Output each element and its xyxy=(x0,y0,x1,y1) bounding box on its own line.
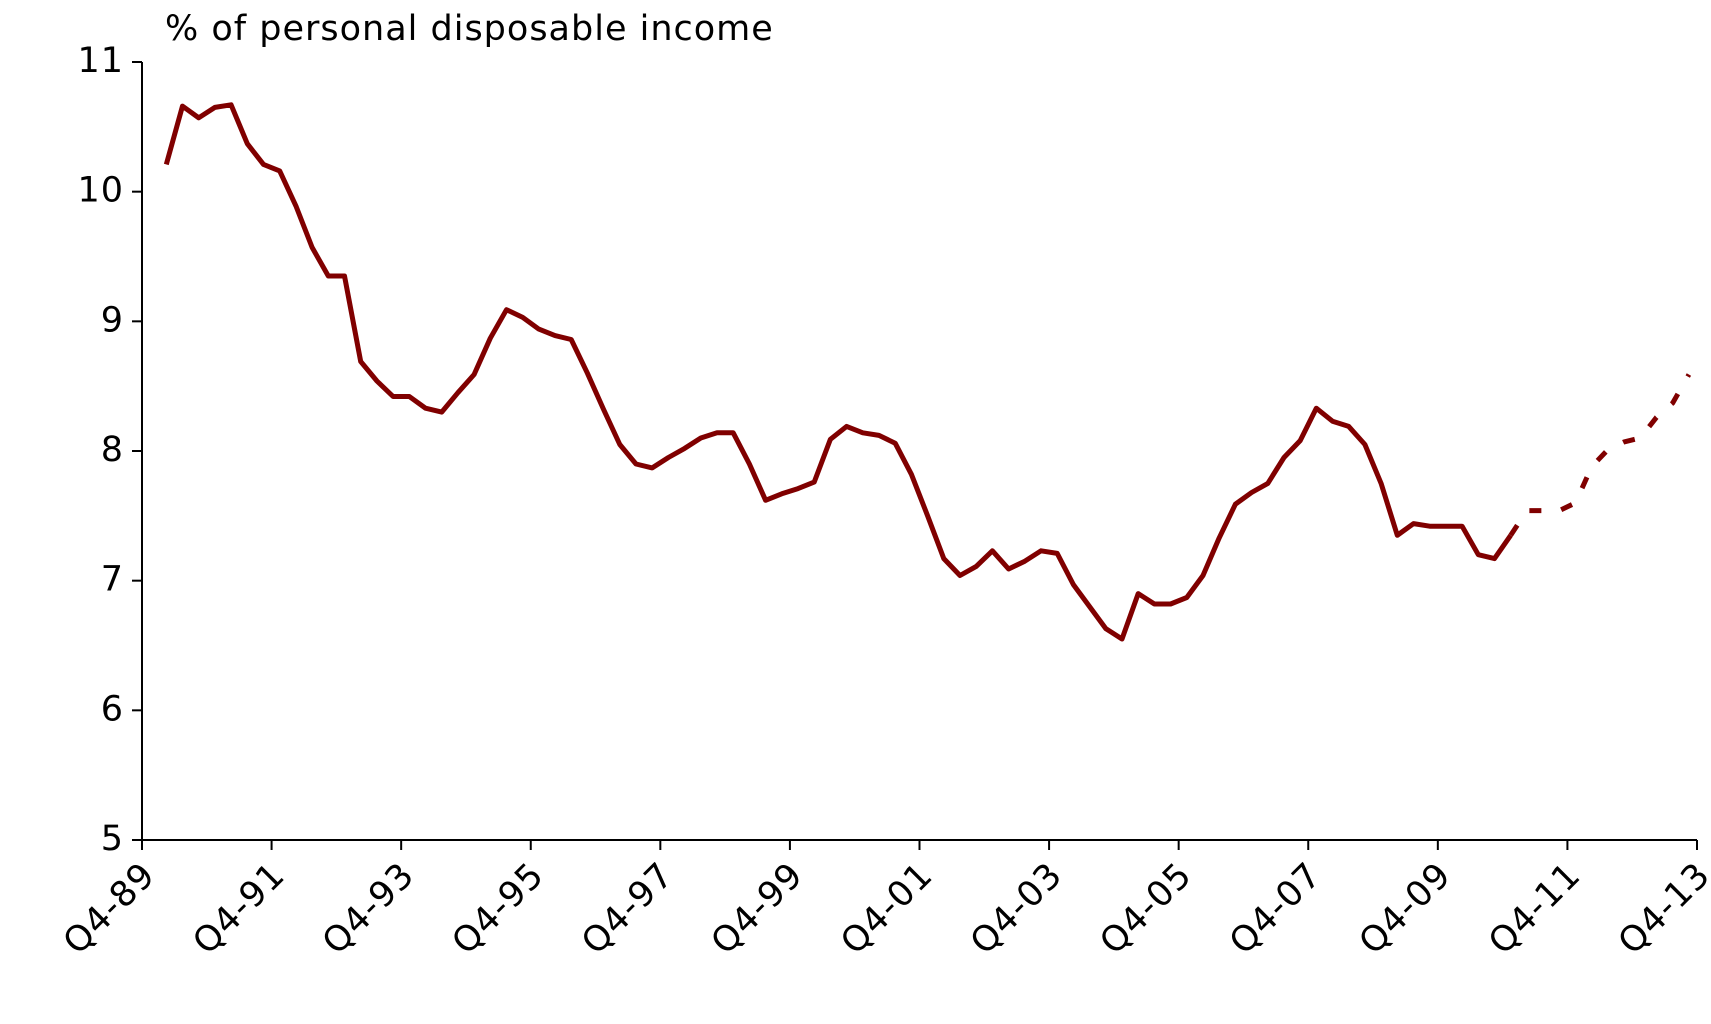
x-tick-label: Q4-07 xyxy=(1222,855,1329,962)
x-tick-label: Q4-03 xyxy=(963,855,1070,962)
y-tick-label: 7 xyxy=(101,560,124,600)
y-tick-label: 6 xyxy=(101,689,124,729)
x-tick-label: Q4-01 xyxy=(833,855,940,962)
x-tick-label: Q4-99 xyxy=(704,855,811,962)
x-tick-label: Q4-05 xyxy=(1093,855,1200,962)
x-tick-label: Q4-09 xyxy=(1352,855,1459,962)
x-tick-label: Q4-95 xyxy=(445,855,552,962)
x-tick-label: Q4-91 xyxy=(186,855,293,962)
x-tick-label: Q4-13 xyxy=(1611,855,1711,962)
x-tick-label: Q4-11 xyxy=(1481,855,1588,962)
series-line xyxy=(1508,373,1692,537)
y-tick-label: 8 xyxy=(101,430,124,470)
x-tick-label: Q4-97 xyxy=(574,855,681,962)
y-tick-label: 9 xyxy=(101,300,124,340)
chart-title: % of personal disposable income xyxy=(165,9,774,49)
x-tick-label: Q4-89 xyxy=(56,855,163,962)
y-tick-label: 10 xyxy=(77,171,124,211)
series-line xyxy=(163,102,1513,642)
y-tick-label: 5 xyxy=(101,819,124,859)
x-tick-label: Q4-93 xyxy=(315,855,422,962)
y-tick-label: 11 xyxy=(77,41,124,81)
